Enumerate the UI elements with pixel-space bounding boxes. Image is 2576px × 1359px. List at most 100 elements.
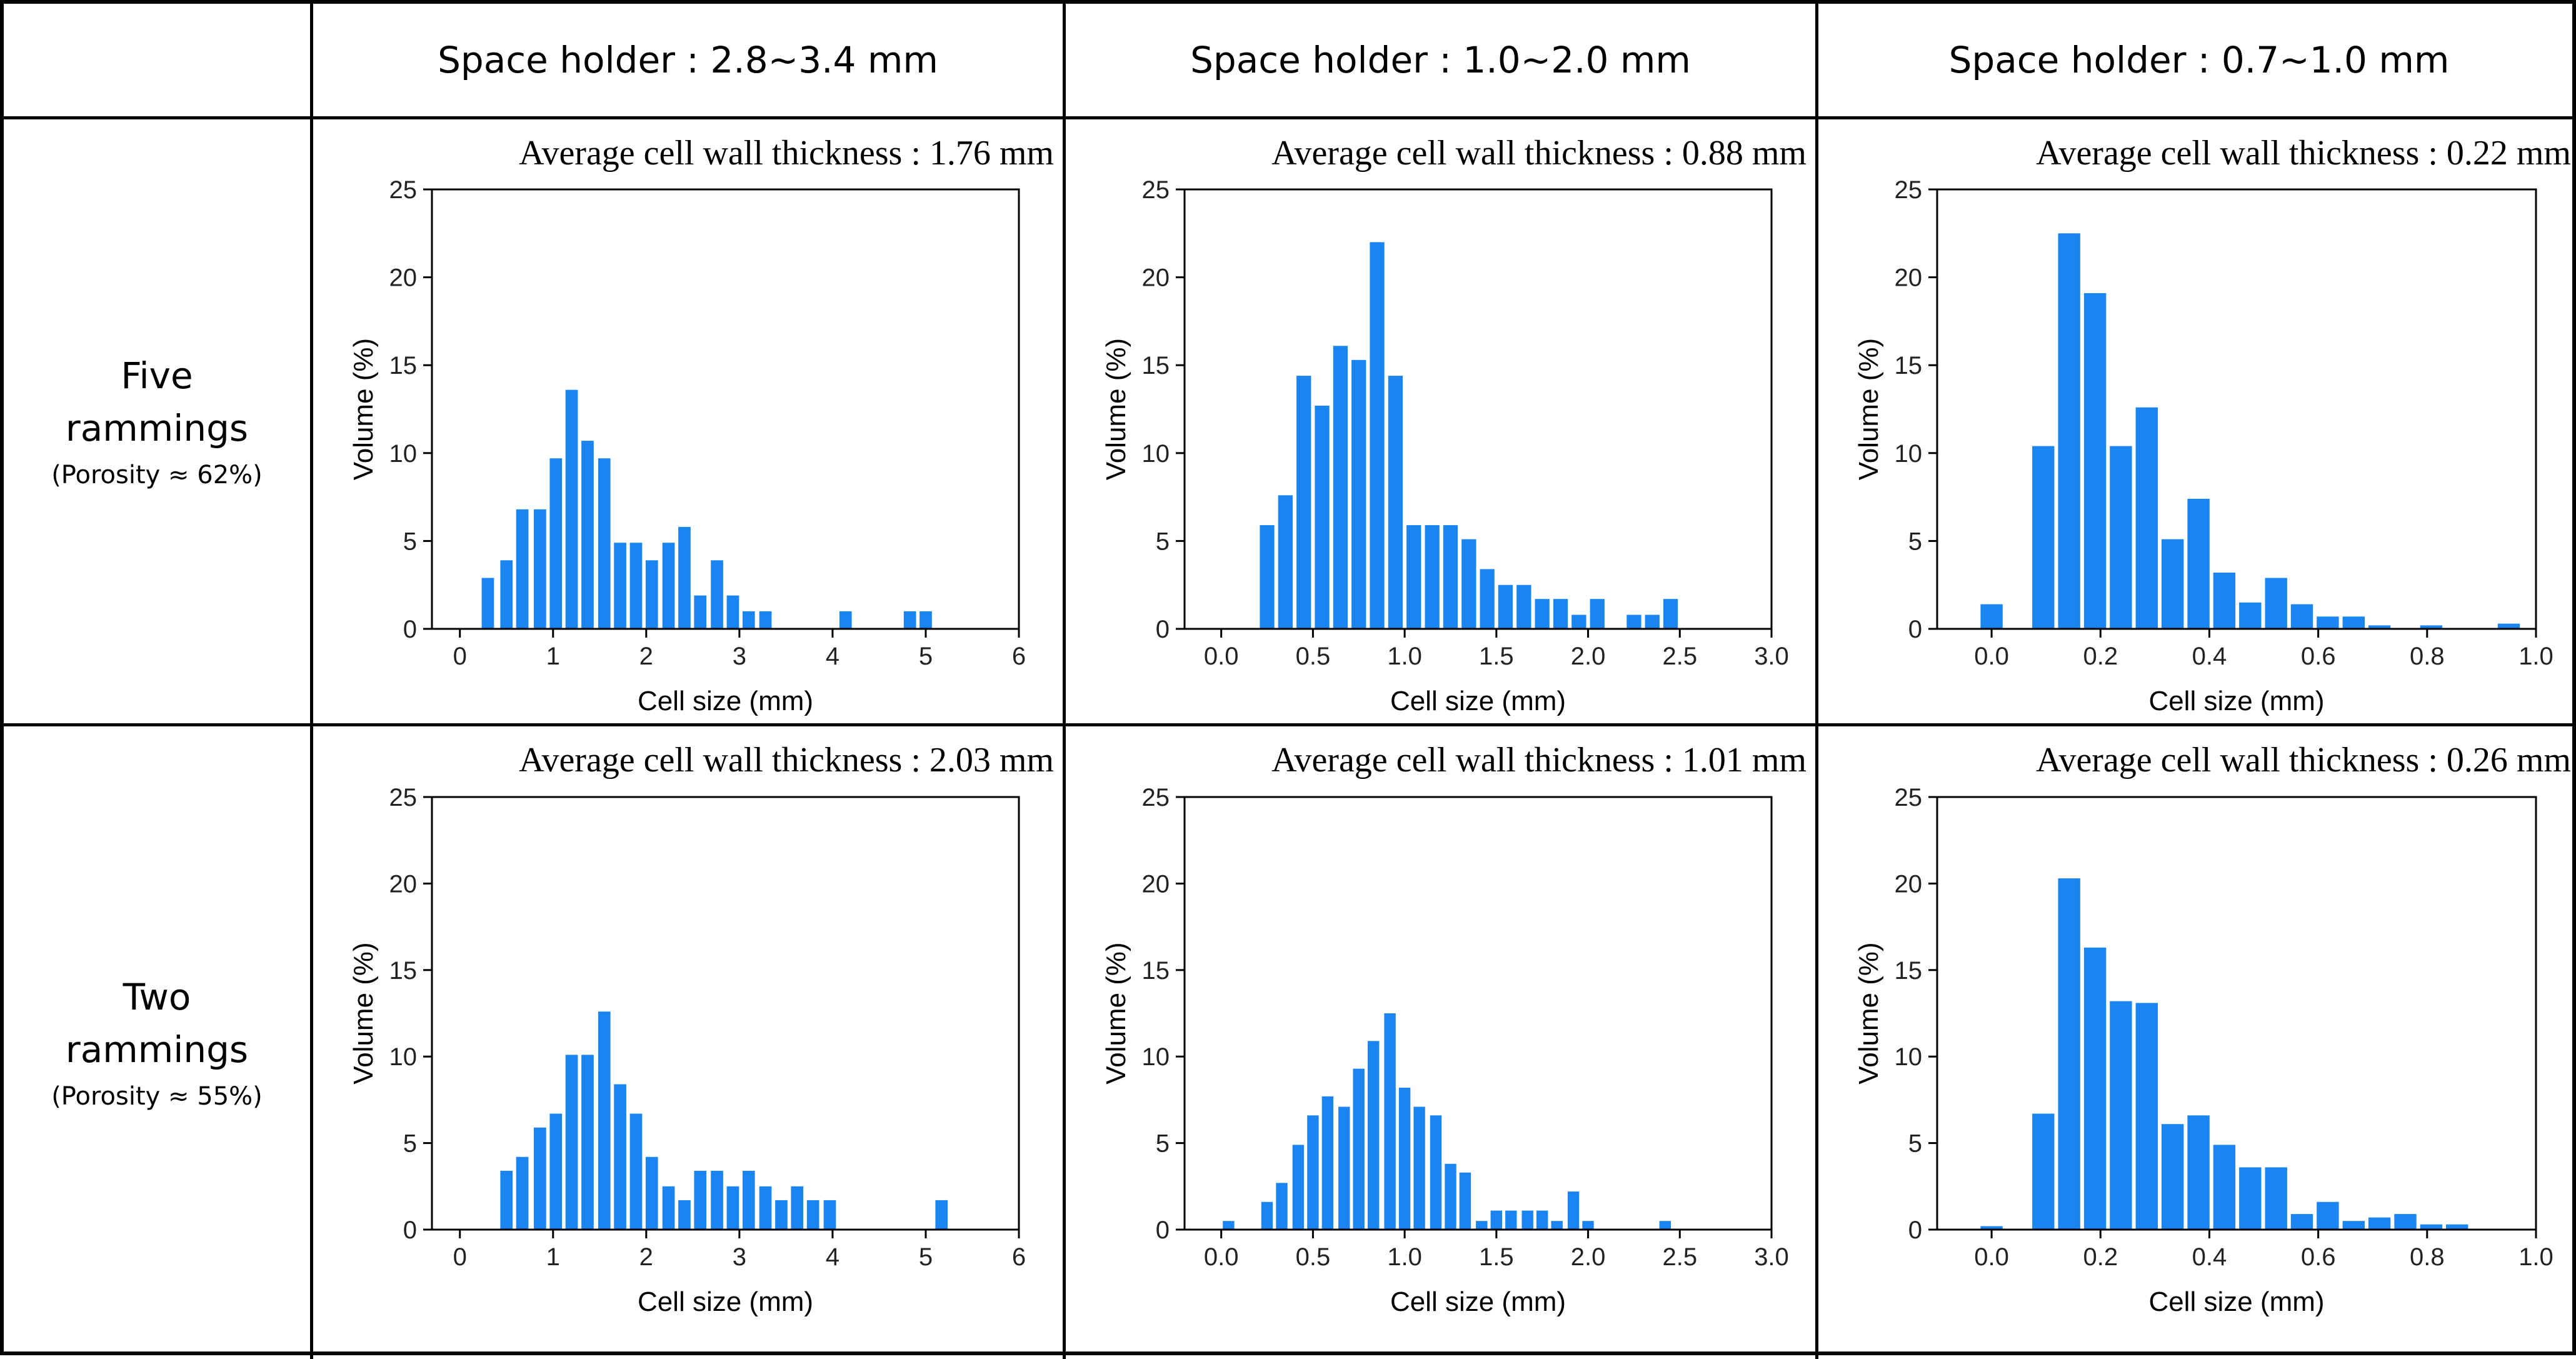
histogram-bar	[534, 1127, 546, 1230]
row-label-two-rammings: Two rammings (Porosity ≈ 55%)	[4, 726, 313, 1359]
x-tick-label: 1	[546, 1243, 560, 1271]
y-tick-label: 5	[1156, 528, 1170, 555]
histogram-bar	[2058, 878, 2080, 1230]
y-tick-label: 10	[1895, 1043, 1923, 1071]
plot-frame	[1183, 188, 1773, 630]
column-header-2: Space holder : 1.0~2.0 mm	[1066, 4, 1818, 119]
histogram-bar	[1480, 569, 1495, 629]
wall-thickness-annotation: Average cell wall thickness : 0.22 mm	[2036, 134, 2571, 173]
wall-thickness-annotation: Average cell wall thickness : 1.01 mm	[1271, 741, 1807, 780]
histogram-bar	[1645, 614, 1660, 629]
histogram-bar	[500, 560, 513, 629]
x-tick-label: 1.0	[2518, 1243, 2553, 1271]
y-tick-label: 15	[389, 957, 418, 985]
y-tick-label: 15	[1142, 957, 1170, 985]
x-axis-label: Cell size (mm)	[1390, 686, 1566, 716]
histogram-bar	[903, 611, 916, 629]
x-tick-label: 5	[919, 1243, 933, 1271]
x-tick-label: 0.8	[2410, 1243, 2445, 1271]
histogram-bar	[711, 560, 723, 629]
y-tick-label: 25	[1142, 176, 1170, 204]
histogram-bar	[2420, 1224, 2443, 1230]
histogram-bar	[534, 509, 546, 629]
x-tick-label: 1.0	[1387, 643, 1422, 670]
y-axis-label: Volume (%)	[348, 338, 379, 480]
x-tick-label: 2	[639, 1243, 653, 1271]
histogram-bar	[2265, 578, 2287, 629]
row-label-five-rammings: Five rammings (Porosity ≈ 62%)	[4, 119, 313, 726]
histogram-bar	[759, 1186, 772, 1230]
histogram-bar	[2239, 602, 2262, 629]
x-tick-label: 0.0	[1204, 1243, 1239, 1271]
histogram-bar	[2497, 623, 2520, 629]
chart-svg: 0 5 10 15 20 25 0 1 2 3 4 5 6 Cell size (mm) Volume (%…	[348, 784, 1026, 1317]
y-tick-label: 25	[389, 784, 418, 811]
chart-svg: 0 5 10 15 20 25 0.0 0.2 0.4 0.6 0.8 1.0 Cell size (m…	[1853, 176, 2553, 716]
histogram-bar	[1498, 584, 1513, 629]
histogram-bar	[1663, 599, 1678, 629]
histogram-bar	[1425, 525, 1440, 629]
wall-thickness-annotation: Average cell wall thickness : 0.88 mm	[1271, 134, 1807, 173]
y-tick-label: 20	[1895, 264, 1923, 292]
histogram-bar	[1590, 599, 1605, 629]
row-title-line2: rammings	[65, 407, 249, 449]
histogram-bar	[2317, 616, 2339, 629]
histogram-bar	[839, 611, 852, 629]
histogram-bar	[614, 1084, 626, 1230]
histogram-bar	[1261, 1201, 1273, 1230]
x-tick-label: 0.5	[1296, 1243, 1331, 1271]
x-tick-label: 1.0	[1387, 1243, 1422, 1271]
wall-thickness-annotation: Average cell wall thickness : 1.76 mm	[519, 134, 1054, 173]
chart-svg: 0 5 10 15 20 25 0 1 2 3 4 5 6 Cell size (mm) Volume (%…	[348, 176, 1026, 716]
histogram-bar	[775, 1200, 788, 1230]
y-tick-label: 5	[1908, 528, 1922, 555]
histogram-bar	[791, 1186, 804, 1230]
row-title-line1: Five	[121, 354, 193, 397]
histogram-bar	[1223, 1221, 1235, 1230]
histogram-bar	[1571, 614, 1586, 629]
histogram-bar	[1292, 1145, 1305, 1230]
histogram-bar	[2058, 233, 2080, 629]
histogram-bar	[481, 578, 494, 629]
y-tick-label: 5	[1908, 1130, 1922, 1158]
x-tick-label: 3	[733, 1243, 746, 1271]
histogram-bar	[726, 595, 739, 629]
x-axis-label: Cell size (mm)	[638, 1286, 813, 1317]
histogram-bar	[2368, 1217, 2391, 1230]
y-tick-label: 5	[1156, 1130, 1170, 1158]
x-tick-label: 0.4	[2192, 643, 2227, 670]
histogram-bar	[1476, 1221, 1488, 1230]
y-tick-label: 20	[1142, 264, 1170, 292]
histogram-bar	[2162, 539, 2184, 629]
y-tick-label: 0	[1156, 616, 1170, 643]
histogram-bar	[935, 1200, 948, 1230]
x-tick-label: 0.0	[1974, 1243, 2009, 1271]
x-axis-label: Cell size (mm)	[2148, 1286, 2324, 1317]
histogram-bar	[516, 509, 529, 629]
histogram-bar	[1368, 1041, 1380, 1230]
x-tick-label: 6	[1012, 643, 1026, 670]
histogram-bar	[1505, 1210, 1517, 1230]
y-tick-label: 0	[1156, 1216, 1170, 1244]
histogram-bar	[549, 1113, 563, 1230]
histogram-bar	[2135, 407, 2158, 629]
y-axis-label: Volume (%)	[1853, 942, 1884, 1084]
histogram-bar	[1315, 405, 1330, 629]
histogram-bar	[2342, 1221, 2365, 1230]
histogram-bar	[1307, 1115, 1319, 1230]
y-tick-label: 0	[403, 1216, 417, 1244]
chart-panel: 0 5 10 15 20 25 0.0 0.5 1.0 1.5 2.0 2.5 3.0 Cell size…	[1066, 726, 1818, 1359]
histogram-bar	[2368, 625, 2391, 629]
histogram-bar	[581, 1055, 594, 1230]
histogram-bar	[694, 595, 707, 629]
histogram-bar	[516, 1156, 529, 1230]
y-tick-label: 20	[389, 264, 418, 292]
histogram-bar	[614, 543, 626, 629]
y-axis-label: Volume (%)	[348, 942, 379, 1084]
row-title-line1: Two	[123, 976, 191, 1018]
histogram-bar	[2290, 1214, 2313, 1230]
x-tick-label: 2	[639, 643, 653, 670]
y-tick-label: 10	[389, 1043, 418, 1071]
histogram-bar	[1553, 599, 1568, 629]
